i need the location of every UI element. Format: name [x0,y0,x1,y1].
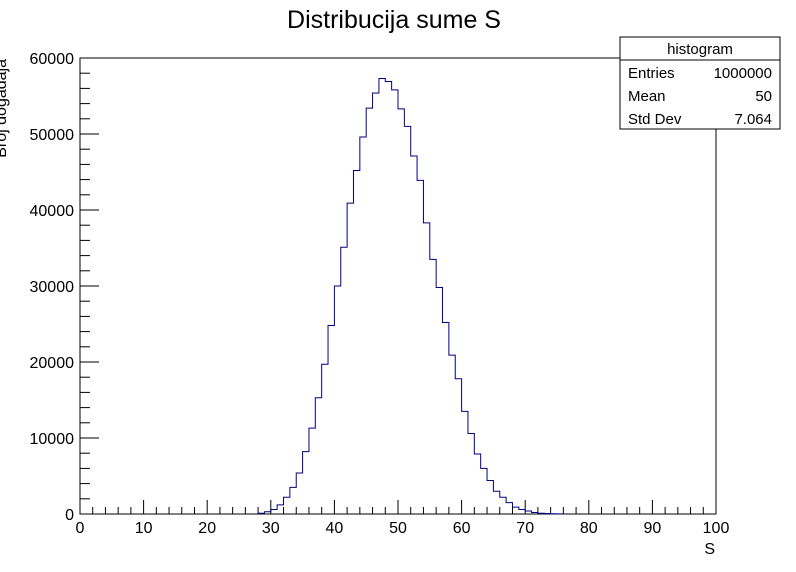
histogram-series-line [257,78,564,515]
y-tick-label: 20000 [30,355,75,372]
x-tick-label: 10 [135,520,153,537]
x-axis-label: S [704,541,715,558]
x-axis: 0 10 20 30 40 50 60 70 80 90 100 [76,500,730,537]
y-axis: 0 10000 20000 30000 40000 50000 60000 [30,51,99,524]
y-tick-label: 10000 [30,431,75,448]
stats-entries-value: 1000000 [714,65,772,82]
y-tick-label: 30000 [30,279,75,296]
y-tick-label: 60000 [30,51,75,68]
stats-stddev-value: 7.064 [734,111,772,128]
x-tick-label: 60 [453,520,471,537]
stats-box: histogram Entries 1000000 Mean 50 Std De… [619,36,781,130]
chart-title: Distribucija sume S [287,6,501,34]
y-axis-label: Broj događaja [0,59,10,158]
y-tick-label: 0 [65,507,74,524]
x-tick-label: 50 [389,520,407,537]
y-tick-label: 40000 [30,203,75,220]
x-tick-label: 90 [644,520,662,537]
stats-mean-value: 50 [755,88,772,105]
x-tick-label: 40 [326,520,344,537]
x-tick-label: 30 [262,520,280,537]
stats-box-frame [619,36,781,130]
x-tick-label: 80 [580,520,598,537]
x-tick-label: 0 [76,520,85,537]
stats-entries-label: Entries [628,65,675,82]
stats-mean-label: Mean [628,88,666,105]
stats-stddev-label: Std Dev [628,111,682,128]
x-tick-label: 100 [703,520,730,537]
y-tick-label: 50000 [30,127,75,144]
x-tick-label: 70 [516,520,534,537]
stats-box-title: histogram [667,41,733,58]
x-tick-label: 20 [198,520,216,537]
